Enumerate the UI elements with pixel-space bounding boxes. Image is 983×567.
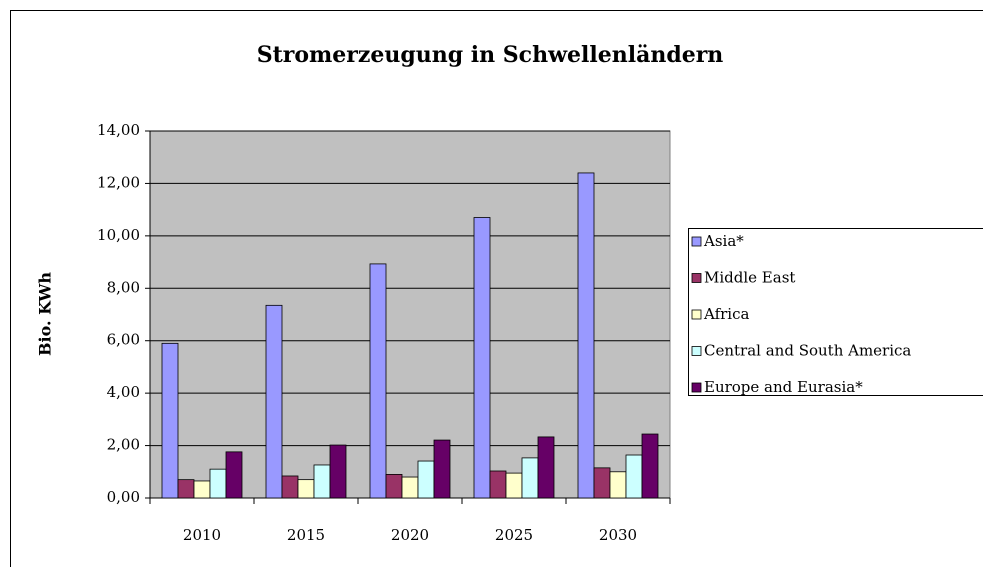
- bar: [313, 464, 331, 499]
- y-axis-label: Bio. KWh: [36, 272, 55, 356]
- y-tick-label: 6,00: [107, 331, 140, 349]
- x-tick-label: 2025: [495, 526, 533, 544]
- bar: [537, 436, 555, 499]
- legend-label: Middle East: [704, 269, 795, 287]
- legend-swatch: [691, 382, 702, 393]
- y-tick-label: 12,00: [97, 173, 140, 191]
- legend-label: Africa: [703, 305, 749, 323]
- legend-label: Central and South America: [704, 342, 911, 360]
- bar: [297, 479, 315, 499]
- x-tick-label: 2015: [287, 526, 325, 544]
- bar: [369, 263, 387, 499]
- bar: [593, 467, 611, 499]
- bar: [209, 468, 227, 499]
- legend-swatch: [691, 346, 702, 356]
- bar: [401, 476, 419, 499]
- y-tick-label: 0,00: [107, 488, 140, 506]
- bar: [385, 474, 403, 499]
- bar: [609, 471, 627, 499]
- legend-swatch: [691, 236, 702, 247]
- bar: [625, 454, 643, 499]
- bar: [473, 217, 491, 499]
- bar: [521, 457, 539, 499]
- bar: [225, 451, 243, 499]
- bar: [505, 472, 523, 499]
- y-tick-label: 14,00: [97, 121, 140, 139]
- y-tick-label: 2,00: [107, 436, 140, 454]
- bar: [641, 433, 659, 499]
- bar: [177, 479, 195, 499]
- bar: [489, 470, 507, 499]
- bar: [417, 460, 435, 499]
- legend-label: Asia*: [703, 232, 744, 250]
- legend-swatch: [691, 273, 702, 283]
- bar: [281, 475, 299, 499]
- y-tick-label: 8,00: [107, 278, 140, 296]
- legend-box: [688, 228, 983, 396]
- bar: [329, 444, 347, 499]
- bar: [433, 439, 451, 499]
- bar: [161, 342, 179, 499]
- x-tick-label: 2030: [599, 526, 637, 544]
- y-tick-label: 4,00: [107, 383, 140, 401]
- legend-label: Europe and Eurasia*: [704, 378, 863, 396]
- y-tick-label: 10,00: [97, 226, 140, 244]
- legend-swatch: [691, 309, 702, 320]
- bar: [193, 480, 211, 499]
- bar: [577, 172, 595, 499]
- x-tick-label: 2020: [391, 526, 429, 544]
- chart-title: Stromerzeugung in Schwellenländern: [257, 42, 724, 68]
- x-tick-label: 2010: [183, 526, 221, 544]
- bar: [265, 304, 283, 499]
